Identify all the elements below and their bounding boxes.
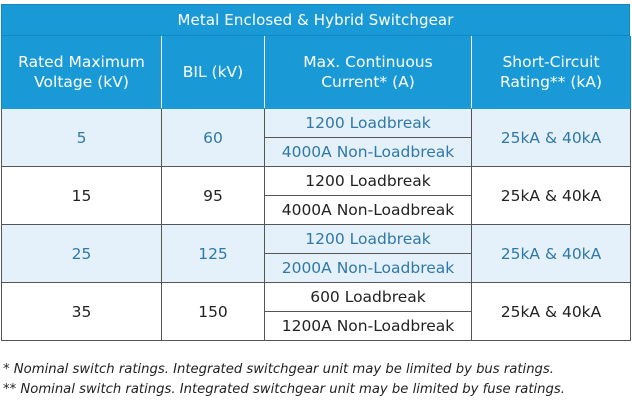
voltage-cell: 5 [1,108,162,167]
current-cell-non-loadbreak: 1200A Non-Loadbreak [264,311,472,341]
table-subrow: 4000A Non-Loadbreak [2,195,631,225]
table-row: 25 125 1200 Loadbreak 25kA & 40kA [1,224,631,283]
table-title: Metal Enclosed & Hybrid Switchgear [1,4,630,36]
bil-cell: 60 [161,108,265,167]
header-bil: BIL (kV) [161,36,265,109]
current-cell-loadbreak: 600 Loadbreak [264,282,472,312]
header-short-circuit: Short-Circuit Rating** (kA) [471,36,631,109]
current-cell-loadbreak: 1200 Loadbreak [264,224,472,254]
bil-cell: 95 [161,166,265,225]
voltage-cell: 35 [1,282,162,341]
short-circuit-cell: 25kA & 40kA [471,108,631,167]
bil-cell: 150 [161,282,265,341]
header-row: Rated Maximum Voltage (kV) BIL (kV) Max.… [1,36,631,109]
short-circuit-cell: 25kA & 40kA [471,166,631,225]
header-current: Max. Continuous Current* (A) [264,36,472,109]
table-subrow: 1200A Non-Loadbreak [2,311,631,341]
current-cell-non-loadbreak: 4000A Non-Loadbreak [264,195,472,225]
current-cell-non-loadbreak: 2000A Non-Loadbreak [264,253,472,283]
table-subrow: 4000A Non-Loadbreak [2,137,631,167]
table-row: 5 60 1200 Loadbreak 25kA & 40kA [1,108,631,167]
short-circuit-cell: 25kA & 40kA [471,282,631,341]
switchgear-table-container: Metal Enclosed & Hybrid Switchgear Rated… [1,4,631,341]
table-body: 5 60 1200 Loadbreak 25kA & 40kA 4000A No… [1,108,631,341]
footnotes: * Nominal switch ratings. Integrated swi… [3,360,631,400]
footnote-fuse-ratings: ** Nominal switch ratings. Integrated sw… [3,382,565,397]
footnote-bus-ratings: * Nominal switch ratings. Integrated swi… [3,362,554,377]
table-row: 35 150 600 Loadbreak 25kA & 40kA [1,282,631,341]
voltage-cell: 25 [1,224,162,283]
current-cell-non-loadbreak: 4000A Non-Loadbreak [264,137,472,167]
short-circuit-cell: 25kA & 40kA [471,224,631,283]
table-row: 15 95 1200 Loadbreak 25kA & 40kA [1,166,631,225]
header-voltage: Rated Maximum Voltage (kV) [1,36,162,109]
voltage-cell: 15 [1,166,162,225]
switchgear-table: Rated Maximum Voltage (kV) BIL (kV) Max.… [1,36,631,341]
bil-cell: 125 [161,224,265,283]
current-cell-loadbreak: 1200 Loadbreak [264,166,472,196]
current-cell-loadbreak: 1200 Loadbreak [264,108,472,138]
